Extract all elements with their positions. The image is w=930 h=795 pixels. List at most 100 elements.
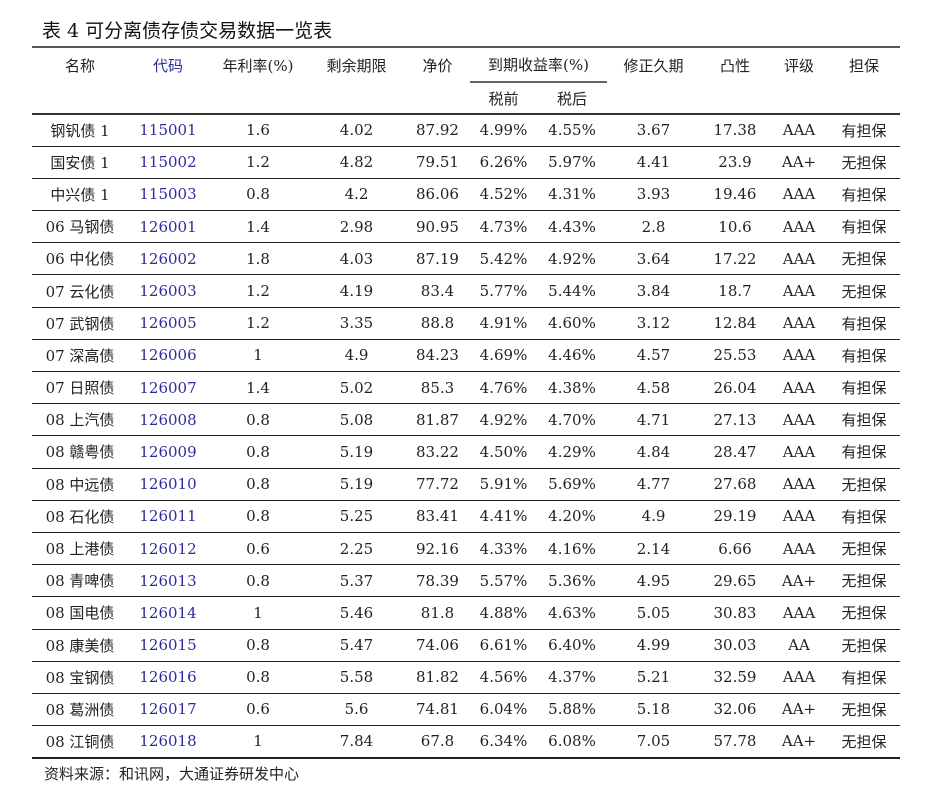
cell-pre-tax-ytm: 6.34% (479, 732, 528, 751)
cell-mod-duration: 3.84 (636, 282, 671, 301)
cell-remaining: 5.02 (339, 378, 374, 397)
cell-code: 126017 (139, 700, 197, 719)
cell-remaining: 4.03 (339, 249, 374, 268)
cell-after-tax-ytm: 4.43% (548, 217, 596, 236)
cell-after-tax-ytm: 4.55% (548, 121, 596, 140)
cell-code: 126015 (139, 636, 197, 655)
cell-mod-duration: 4.58 (636, 378, 671, 397)
cell-rating: AAA (782, 185, 816, 204)
cell-rating: AAA (782, 346, 816, 365)
cell-convexity: 23.9 (718, 153, 752, 172)
cell-rating: AA (788, 636, 810, 655)
cell-mod-duration: 3.12 (636, 314, 671, 333)
cell-after-tax-ytm: 4.31% (548, 185, 596, 204)
cell-mod-duration: 3.93 (636, 185, 671, 204)
cell-coupon: 1 (253, 346, 263, 365)
cell-rating: AAA (782, 282, 816, 301)
table-row: 07 云化债 126003 1.2 4.19 83.4 5.77% 5.44% 3.84 18.… (32, 275, 900, 308)
cell-guarantee: 有担保 (841, 121, 887, 140)
table-row: 06 马钢债 126001 1.4 2.98 90.95 4.73% 4.43% 2.8 10.… (32, 211, 900, 243)
cell-mod-duration: 5.18 (636, 700, 671, 719)
cell-coupon: 0.8 (246, 442, 270, 461)
table-row: 08 宝钢债 126016 0.8 5.58 81.82 4.56% 4.37% 5.21 32… (32, 661, 900, 694)
cell-convexity: 26.04 (713, 378, 757, 397)
cell-code: 126001 (139, 217, 197, 236)
cell-guarantee: 无担保 (841, 604, 887, 623)
header-remaining: 剩余期限 (308, 46, 405, 82)
cell-convexity: 6.66 (718, 539, 752, 558)
cell-convexity: 27.13 (713, 410, 757, 429)
cell-pre-tax-ytm: 5.91% (479, 475, 528, 494)
cell-remaining: 2.98 (339, 217, 374, 236)
cell-net-price: 78.39 (416, 571, 459, 590)
cell-mod-duration: 4.84 (636, 442, 671, 461)
cell-name: 06 马钢债 (45, 218, 115, 237)
cell-rating: AA+ (781, 732, 817, 751)
cell-net-price: 74.81 (416, 700, 459, 719)
cell-convexity: 17.38 (713, 121, 757, 140)
cell-net-price: 81.82 (416, 668, 459, 687)
cell-code: 126011 (139, 507, 197, 526)
cell-remaining: 5.46 (339, 603, 374, 622)
cell-after-tax-ytm: 6.40% (548, 636, 596, 655)
cell-guarantee: 有担保 (841, 443, 887, 462)
cell-guarantee: 无担保 (841, 475, 887, 494)
cell-name: 08 青啤债 (45, 572, 115, 591)
cell-remaining: 5.08 (339, 410, 374, 429)
cell-guarantee: 无担保 (841, 250, 887, 269)
cell-rating: AAA (782, 539, 816, 558)
cell-pre-tax-ytm: 6.26% (479, 153, 528, 172)
cell-mod-duration: 4.71 (636, 410, 671, 429)
cell-after-tax-ytm: 4.20% (548, 507, 596, 526)
cell-code: 115002 (139, 153, 197, 172)
cell-coupon: 0.6 (246, 700, 270, 719)
table-row: 中兴债 1 115003 0.8 4.2 86.06 4.52% 4.31% 3.93 19.4… (32, 178, 900, 211)
table-row: 07 深高债 126006 1 4.9 84.23 4.69% 4.46% 4.57 25.53… (32, 339, 900, 372)
table-row: 08 石化债 126011 0.8 5.25 83.41 4.41% 4.20% 4.9 29.… (32, 500, 900, 533)
cell-name: 08 赣粤债 (45, 443, 115, 462)
cell-mod-duration: 4.41 (636, 153, 671, 172)
cell-remaining: 5.47 (339, 636, 374, 655)
cell-after-tax-ytm: 5.36% (548, 571, 596, 590)
cell-remaining: 3.35 (339, 314, 374, 333)
cell-pre-tax-ytm: 4.76% (479, 378, 528, 397)
cell-name: 08 宝钢债 (45, 668, 115, 687)
cell-rating: AAA (782, 668, 816, 687)
cell-coupon: 1 (253, 603, 263, 622)
cell-coupon: 0.8 (246, 507, 270, 526)
header-code: 代码 (128, 46, 208, 82)
cell-name: 07 武钢债 (45, 314, 115, 333)
cell-coupon: 1.4 (246, 378, 270, 397)
table-row: 08 上汽债 126008 0.8 5.08 81.87 4.92% 4.70% 4.71 27… (32, 404, 900, 436)
cell-net-price: 83.4 (420, 282, 455, 301)
cell-guarantee: 无担保 (841, 153, 887, 172)
table-row: 国安债 1 115002 1.2 4.82 79.51 6.26% 5.97% 4.41 23.… (32, 146, 900, 179)
table-row: 钢钒债 1 115001 1.6 4.02 87.92 4.99% 4.55% 3.67 17.… (32, 114, 900, 147)
cell-net-price: 81.8 (420, 603, 455, 622)
cell-name: 06 中化债 (45, 250, 115, 269)
cell-pre-tax-ytm: 6.04% (479, 700, 528, 719)
bond-table: 名称 代码 年利率(%) 剩余期限 净价 到期收益率(%) 修正久期 凸性 评级… (32, 46, 900, 759)
table-row: 08 上港债 126012 0.6 2.25 92.16 4.33% 4.16% 2.14 6.… (32, 532, 900, 565)
cell-rating: AAA (782, 217, 816, 236)
cell-coupon: 1.2 (246, 314, 270, 333)
cell-convexity: 18.7 (718, 282, 752, 301)
cell-remaining: 4.82 (339, 153, 374, 172)
cell-coupon: 0.8 (246, 410, 270, 429)
cell-guarantee: 有担保 (841, 185, 887, 204)
cell-guarantee: 有担保 (841, 507, 887, 526)
cell-pre-tax-ytm: 4.50% (479, 442, 528, 461)
cell-net-price: 67.8 (420, 732, 455, 751)
cell-guarantee: 有担保 (841, 668, 887, 687)
cell-pre-tax-ytm: 4.91% (479, 314, 528, 333)
cell-code: 115001 (139, 121, 197, 140)
cell-rating: AAA (782, 121, 816, 140)
header-after-tax: 税后 (556, 89, 587, 108)
cell-net-price: 77.72 (416, 475, 459, 494)
cell-guarantee: 无担保 (841, 732, 887, 751)
cell-code: 126013 (139, 571, 197, 590)
cell-rating: AAA (782, 442, 816, 461)
cell-convexity: 32.59 (713, 668, 757, 687)
cell-remaining: 4.19 (339, 282, 374, 301)
cell-name: 07 云化债 (45, 282, 115, 301)
